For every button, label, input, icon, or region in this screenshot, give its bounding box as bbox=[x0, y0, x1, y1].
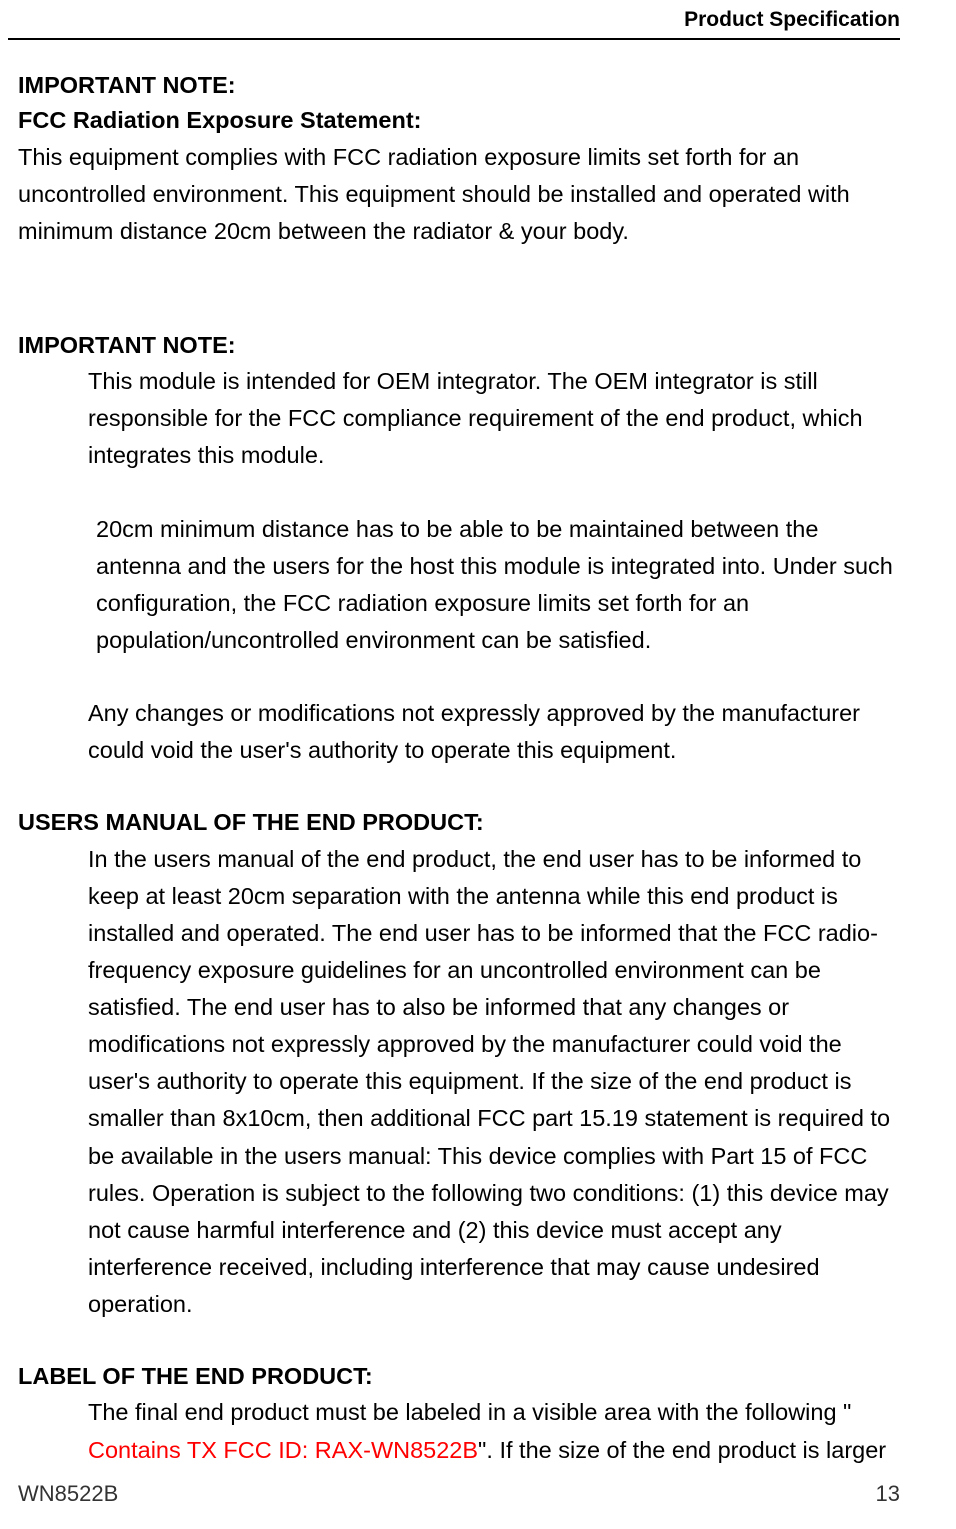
section2-paragraph-2: 20cm minimum distance has to be able to … bbox=[18, 511, 900, 660]
footer-page-number: 13 bbox=[876, 1481, 900, 1507]
spacer bbox=[18, 769, 900, 805]
header-row: Product Specification bbox=[18, 0, 900, 32]
important-note-heading-2: IMPORTANT NOTE: bbox=[18, 328, 900, 363]
header-rule bbox=[8, 38, 900, 40]
footer-row: WN8522B 13 bbox=[18, 1481, 900, 1507]
section4-text-post: ". If the size of the end product is lar… bbox=[478, 1437, 886, 1463]
page-container: Product Specification IMPORTANT NOTE: FC… bbox=[0, 0, 956, 1529]
footer-model-number: WN8522B bbox=[18, 1481, 118, 1507]
fcc-id-text: Contains TX FCC ID: RAX-WN8522B bbox=[88, 1437, 478, 1463]
spacer bbox=[18, 659, 900, 695]
users-manual-heading: USERS MANUAL OF THE END PRODUCT: bbox=[18, 805, 900, 840]
label-end-product-heading: LABEL OF THE END PRODUCT: bbox=[18, 1359, 900, 1394]
fcc-statement-heading: FCC Radiation Exposure Statement: bbox=[18, 103, 900, 138]
section2-paragraph-3: Any changes or modifications not express… bbox=[18, 695, 900, 769]
section4-paragraph: The final end product must be labeled in… bbox=[18, 1394, 900, 1468]
section2-paragraph-1: This module is intended for OEM integrat… bbox=[18, 363, 900, 474]
header-title: Product Specification bbox=[684, 8, 900, 32]
important-note-heading-1: IMPORTANT NOTE: bbox=[18, 68, 900, 103]
spacer bbox=[18, 1323, 900, 1359]
spacer bbox=[18, 250, 900, 328]
section4-text-pre: The final end product must be labeled in… bbox=[88, 1399, 851, 1425]
section3-paragraph: In the users manual of the end product, … bbox=[18, 841, 900, 1324]
section1-paragraph: This equipment complies with FCC radiati… bbox=[18, 139, 900, 250]
spacer bbox=[18, 475, 900, 511]
